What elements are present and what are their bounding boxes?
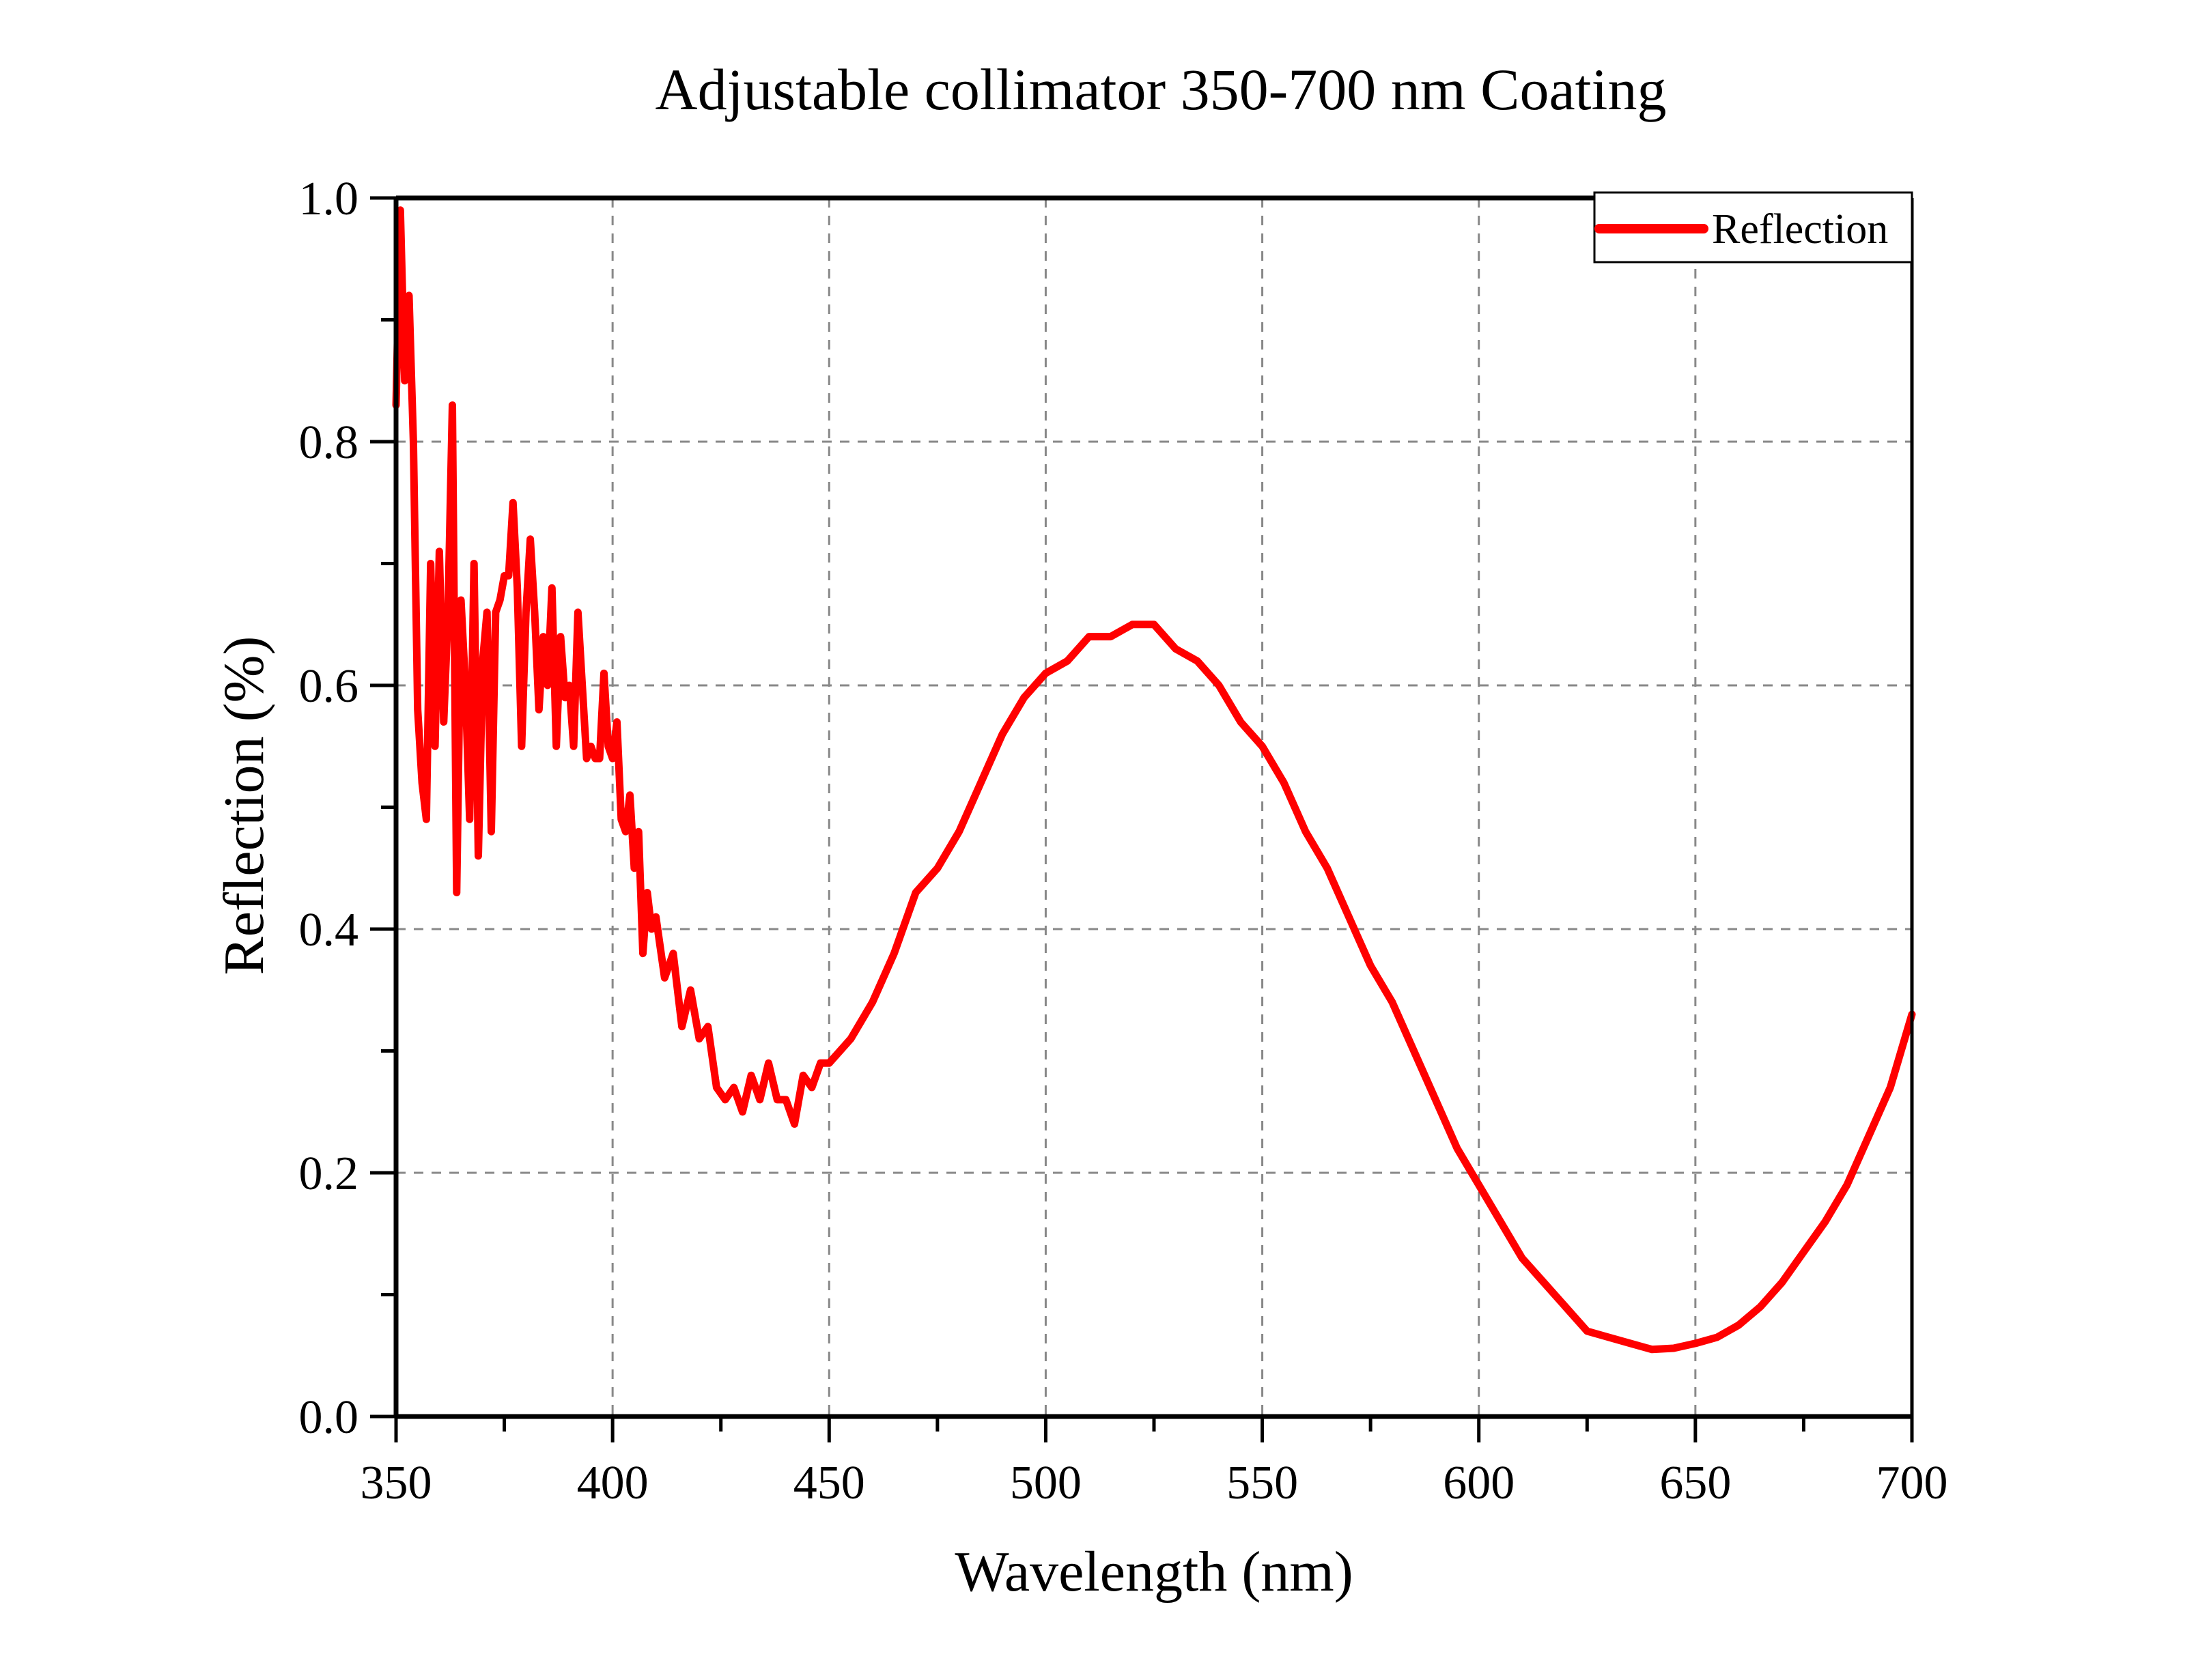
chart-title: Adjustable collimator 350-700 nm Coating (656, 57, 1667, 122)
x-tick-label: 350 (361, 1457, 432, 1509)
y-tick-label: 0.4 (299, 904, 359, 956)
legend: Reflection (1593, 191, 1913, 264)
x-tick-label: 400 (577, 1457, 649, 1509)
y-axis-label: Reflection (%) (212, 636, 276, 976)
x-axis-label: Wavelength (nm) (955, 1540, 1353, 1604)
y-tick-label: 0.2 (299, 1148, 359, 1200)
x-tick-label: 550 (1226, 1457, 1298, 1509)
y-tick-label: 0.8 (299, 416, 359, 469)
legend-label-reflection: Reflection (1712, 206, 1888, 253)
x-axis-ticks: 350 400 450 500 550 600 650 700 (361, 1416, 1948, 1509)
grid-lines (396, 198, 1912, 1416)
y-tick-label: 0.6 (299, 660, 359, 713)
x-tick-label: 500 (1010, 1457, 1082, 1509)
y-axis-ticks: 0.0 0.2 0.4 0.6 0.8 1.0 (299, 173, 396, 1444)
x-tick-label: 600 (1443, 1457, 1515, 1509)
x-tick-label: 650 (1659, 1457, 1731, 1509)
series-group (392, 206, 1916, 1354)
x-tick-label: 700 (1876, 1457, 1948, 1509)
x-tick-label: 450 (793, 1457, 865, 1509)
series-line-reflection (392, 206, 1916, 1354)
y-tick-label: 1.0 (299, 173, 359, 225)
y-tick-label: 0.0 (299, 1391, 359, 1444)
